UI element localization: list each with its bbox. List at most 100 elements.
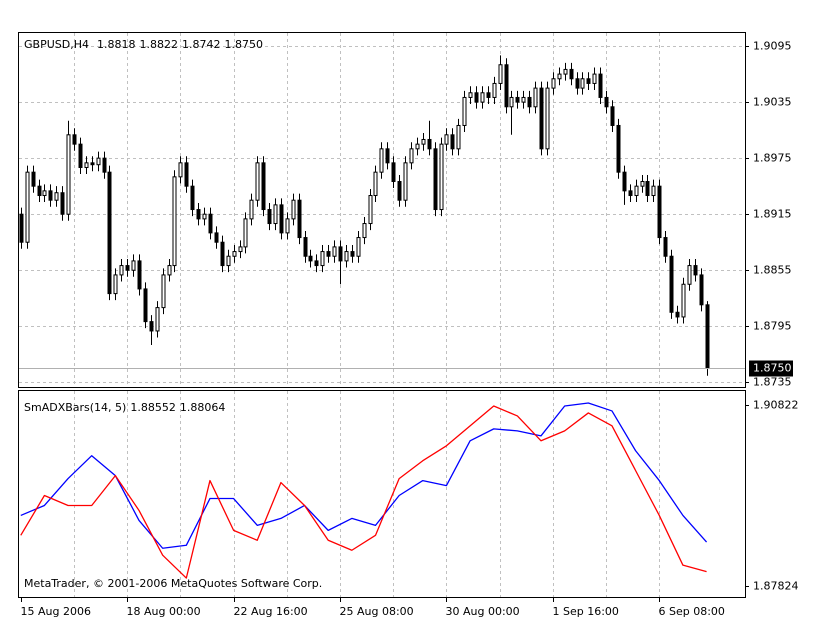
candle-body (486, 92, 491, 98)
y-tick-label: 1.90822 (753, 399, 799, 412)
candle-body (303, 237, 308, 257)
candle-body (243, 218, 248, 248)
x-tick-label: 18 Aug 00:00 (127, 605, 201, 618)
candle-body (31, 171, 36, 187)
candle-body (137, 260, 142, 290)
current-price-label: 1.8750 (753, 362, 792, 375)
candle-body (19, 213, 24, 243)
header-close: 1.8750 (224, 38, 263, 51)
candle-body (504, 64, 509, 108)
candle-body (421, 138, 426, 145)
candle-body (167, 265, 172, 276)
candle-body (78, 143, 83, 169)
candle-body (350, 251, 355, 257)
candle-body (385, 148, 390, 164)
candle-body (444, 134, 449, 145)
x-tick-label: 25 Aug 08:00 (340, 605, 414, 618)
candle-body (462, 96, 467, 126)
candle-body (557, 73, 562, 80)
candle-body (480, 92, 485, 103)
candle-body (149, 321, 154, 332)
candle-body (427, 138, 432, 150)
x-tick-label: 30 Aug 00:00 (446, 605, 520, 618)
header-open: 1.8818 (97, 38, 136, 51)
candle-body (338, 246, 343, 262)
candle-body (604, 96, 609, 108)
candle-body (634, 185, 639, 197)
candle-body (439, 143, 444, 211)
candle-body (314, 260, 319, 267)
candle-body (161, 274, 166, 309)
x-tick-label: 22 Aug 16:00 (234, 605, 308, 618)
candle-body (586, 78, 591, 84)
x-tick-label: 1 Sep 16:00 (553, 605, 619, 618)
candle-body (391, 162, 396, 183)
candle-body (72, 134, 77, 145)
candle-body (569, 68, 574, 80)
x-tick-label: 15 Aug 2006 (21, 605, 91, 618)
candle-body (693, 265, 698, 276)
candle-body (379, 148, 384, 173)
candle-body (190, 185, 195, 211)
candle-body (640, 181, 645, 187)
candle-body (297, 199, 302, 239)
candle-body (66, 134, 71, 215)
candle-body (492, 82, 497, 98)
candle-body (397, 181, 402, 201)
candle-body (96, 157, 101, 166)
indicator-line (20, 402, 708, 549)
candle-body (320, 251, 325, 267)
indicator-value-2: 1.88064 (180, 401, 226, 414)
candle-body (119, 265, 124, 276)
candle-body (539, 87, 544, 150)
candle-body (37, 185, 42, 197)
candle-body (279, 204, 284, 234)
candle-body (125, 265, 130, 271)
candle-body (48, 190, 53, 201)
candle-body (563, 68, 568, 75)
candle-body (202, 213, 207, 220)
y-tick-label: 1.87824 (753, 580, 799, 593)
candle-body (515, 96, 520, 103)
candle-body (54, 192, 59, 201)
price-pane-frame (18, 32, 746, 388)
y-tick-label: 1.9035 (753, 96, 792, 109)
candle-body (273, 204, 278, 225)
candle-body (699, 274, 704, 306)
candle-body (255, 162, 260, 201)
candle-body (208, 213, 213, 234)
candle-body (628, 190, 633, 197)
indicator-title: SmADXBars(14, 5) (24, 401, 126, 414)
candle-body (456, 124, 461, 150)
indicator-value-1: 1.88552 (130, 401, 176, 414)
y-tick-label: 1.8975 (753, 152, 792, 165)
current-price-box (749, 360, 793, 377)
candle-body (545, 87, 550, 150)
candle-body (580, 78, 585, 89)
candle-body (645, 181, 650, 197)
candle-body (616, 124, 621, 173)
candle-body (657, 185, 662, 239)
candle-body (42, 190, 47, 197)
y-tick-label: 1.9095 (753, 40, 792, 53)
y-tick-label: 1.8735 (753, 376, 792, 389)
candle-body (681, 283, 686, 318)
candle-body (705, 304, 710, 369)
candle-body (285, 218, 290, 234)
candle-body (450, 134, 455, 150)
indicator-line (20, 405, 707, 579)
candle-body (622, 171, 627, 192)
candle-body (551, 78, 556, 89)
symbol-title: GBPUSD,H4 (24, 38, 89, 51)
candle-body (113, 274, 118, 295)
candle-body (527, 96, 532, 108)
candle-body (610, 106, 615, 126)
candle-body (498, 64, 503, 84)
candle-body (184, 162, 189, 187)
candle-body (196, 209, 201, 220)
candle-body (238, 246, 243, 253)
candle-body (332, 246, 337, 257)
candle-body (356, 237, 361, 257)
candle-body (509, 96, 514, 108)
